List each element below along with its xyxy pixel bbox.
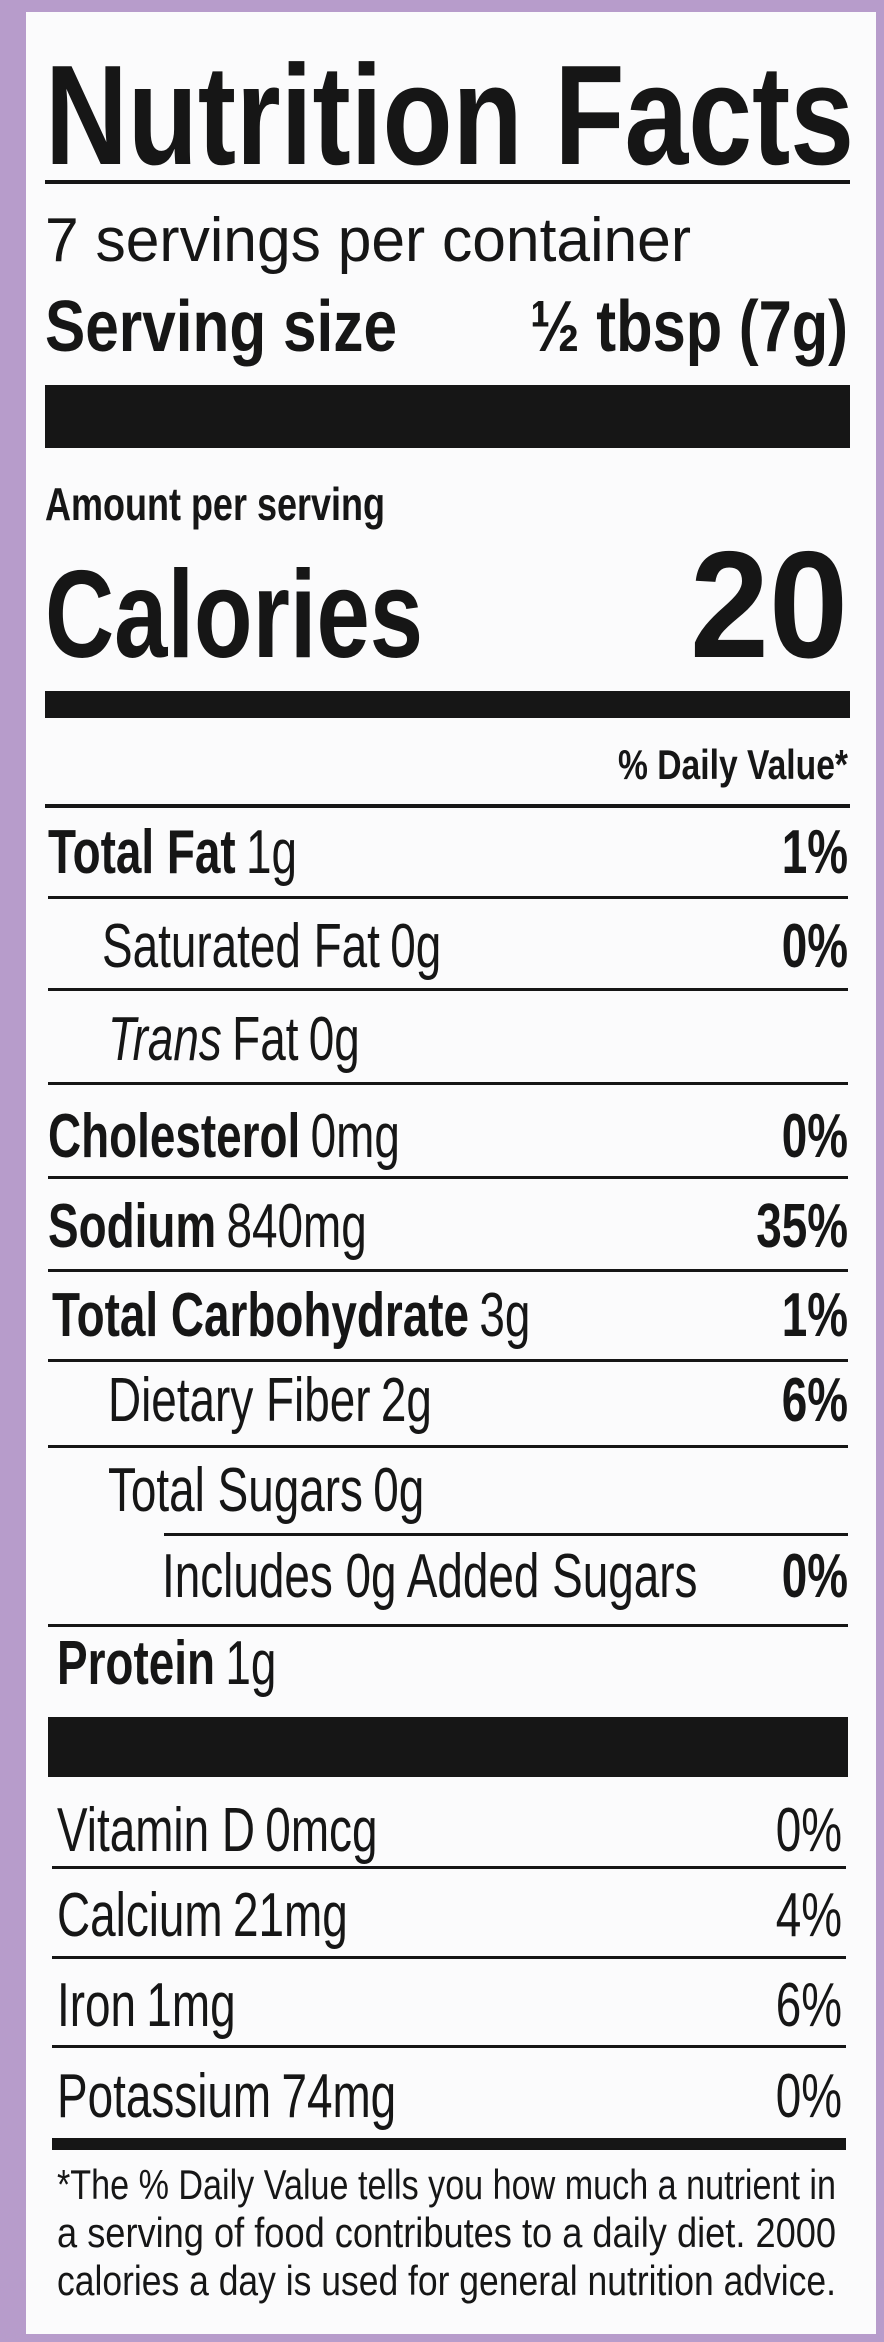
daily-value: 0% [782, 1101, 848, 1170]
rule [52, 1866, 846, 1869]
calories-label: Calories [45, 546, 423, 684]
rule [45, 180, 850, 184]
rule [48, 1445, 848, 1448]
nutrient-name: Fat [232, 1004, 298, 1073]
nutrient-name: Protein [57, 1628, 215, 1697]
nutrient-name: Includes 0g Added Sugars [162, 1541, 697, 1610]
daily-value: 1% [782, 1280, 848, 1349]
nutrient-name: Dietary Fiber [108, 1365, 370, 1434]
nutrient-name: Vitamin D [57, 1795, 255, 1864]
rule [48, 1624, 848, 1627]
thick-bar [45, 385, 850, 448]
nutrient-row: Trans Fat 0g [108, 1004, 360, 1073]
nutrient-row: Dietary Fiber 2g [108, 1365, 432, 1434]
daily-value: 35% [756, 1191, 848, 1260]
daily-value: 0% [782, 1541, 848, 1610]
footnote-line: *The % Daily Value tells you how much a … [57, 2161, 836, 2208]
nutrient-row: Includes 0g Added Sugars [162, 1541, 697, 1610]
thick-bar [52, 2138, 846, 2150]
nutrient-amount: 840mg [227, 1191, 367, 1260]
nutrient-row: Total Carbohydrate 3g [52, 1280, 530, 1349]
nutrient-amount: 0g [309, 1004, 360, 1073]
daily-value: 1% [782, 817, 848, 886]
nutrient-amount: 1g [246, 817, 297, 886]
nutrient-amount: 2g [381, 1365, 432, 1434]
nutrient-name: Potassium [57, 2061, 271, 2130]
serving-size: ½ tbsp (7g) [530, 287, 848, 367]
rule [48, 1176, 848, 1179]
rule [48, 988, 848, 991]
rule [45, 804, 850, 808]
nutrient-name: Iron [57, 1970, 136, 2039]
nutrient-row: Total Sugars 0g [108, 1455, 424, 1524]
calories-value: 20 [690, 520, 848, 690]
rule [48, 1359, 848, 1362]
daily-value: 0% [776, 1795, 842, 1864]
nutrient-amount: 0g [373, 1455, 424, 1524]
servings: 7 servings per container [45, 206, 691, 275]
nutrient-row: Vitamin D 0mcg [57, 1795, 377, 1864]
rule [48, 1082, 848, 1085]
daily-value: 0% [782, 911, 848, 980]
nutrient-name: Total Sugars [108, 1455, 363, 1524]
footnote-line: a serving of food contributes to a daily… [57, 2209, 836, 2256]
nutrient-amount: 0mg [311, 1101, 400, 1170]
daily-value: 0% [776, 2061, 842, 2130]
nutrient-row: Total Fat 1g [48, 817, 297, 886]
rule [52, 2045, 846, 2048]
daily-value: 6% [776, 1970, 842, 2039]
nutrient-row: Sodium 840mg [48, 1191, 367, 1260]
medium-bar [45, 691, 850, 718]
nutrient-name: Total Carbohydrate [52, 1280, 469, 1349]
nutrient-amount: 1g [225, 1628, 276, 1697]
nutrient-amount: 74mg [281, 2061, 396, 2130]
nutrient-name: Saturated Fat [102, 911, 380, 980]
nutrient-row: Calcium 21mg [57, 1880, 348, 1949]
nutrient-row: Iron 1mg [57, 1970, 236, 2039]
thick-bar [48, 1717, 848, 1777]
nutrient-row: Protein 1g [57, 1628, 276, 1697]
nutrient-name: Calcium [57, 1880, 223, 1949]
nutrient-name: Sodium [48, 1191, 216, 1260]
nutrient-amount: 3g [479, 1280, 530, 1349]
serving-size-label: Serving size [45, 287, 397, 367]
nutrient-name: Cholesterol [48, 1101, 300, 1170]
nutrient-name: Total Fat [48, 817, 236, 886]
nutrient-amount: 0g [390, 911, 441, 980]
rule [48, 1269, 848, 1272]
nutrient-row: Saturated Fat 0g [102, 911, 441, 980]
title: Nutrition Facts [45, 36, 854, 195]
nutrient-name: Trans [108, 1004, 222, 1073]
daily-value-header: % Daily Value* [618, 741, 849, 788]
daily-value: 4% [776, 1880, 842, 1949]
nutrient-amount: 21mg [233, 1880, 348, 1949]
nutrient-row: Cholesterol 0mg [48, 1101, 400, 1170]
amount-per-serving: Amount per serving [45, 478, 385, 530]
nutrient-amount: 1mg [146, 1970, 235, 2039]
rule [164, 1533, 848, 1536]
nutrient-amount: 0mcg [265, 1795, 377, 1864]
rule [48, 896, 848, 899]
nutrient-row: Potassium 74mg [57, 2061, 396, 2130]
rule [52, 1956, 846, 1959]
daily-value: 6% [782, 1365, 848, 1434]
footnote-line: calories a day is used for general nutri… [57, 2257, 836, 2304]
